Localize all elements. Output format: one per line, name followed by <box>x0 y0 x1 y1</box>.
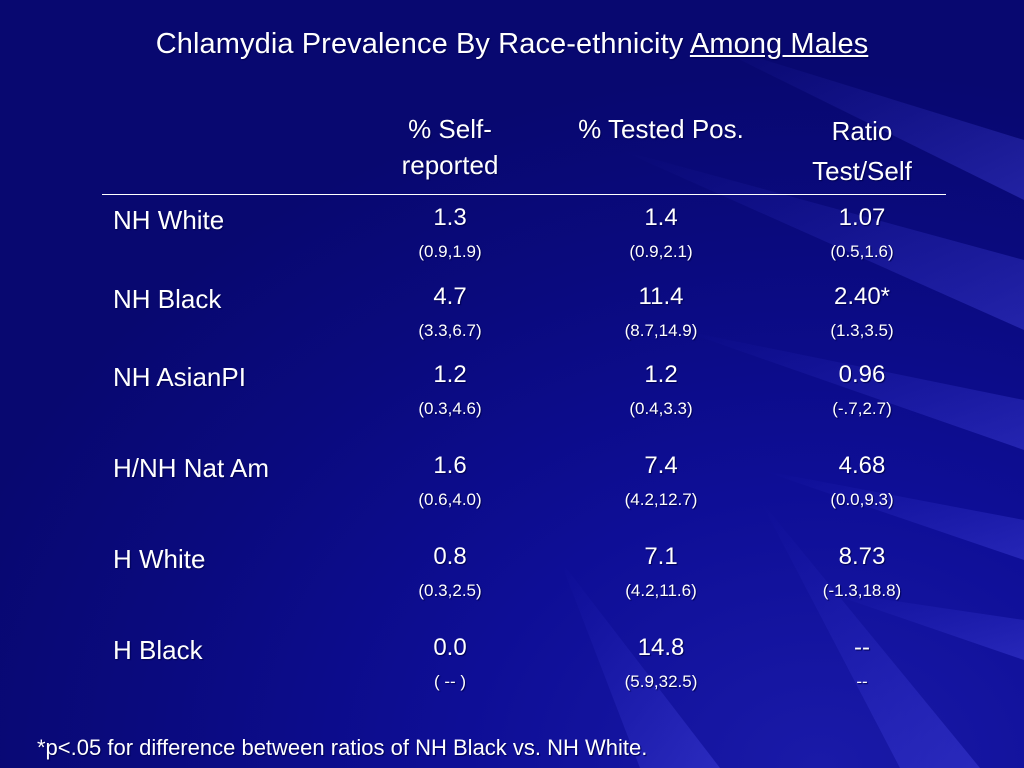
value: 8.73 <box>838 543 886 570</box>
cell-ratio-h-nh-nat-am: 4.68 (0.0,9.3) <box>752 451 972 511</box>
header-self-line1: % Self- <box>408 114 492 144</box>
cell-ratio-h-white: 8.73 (-1.3,18.8) <box>752 542 972 602</box>
value: 7.4 <box>644 452 678 479</box>
confidence-interval: -- <box>856 672 868 691</box>
confidence-interval: (4.2,11.6) <box>625 581 697 600</box>
title-main: Chlamydia Prevalence By Race-ethnicity <box>155 28 690 60</box>
value: 1.4 <box>644 204 678 231</box>
value: 7.1 <box>644 543 678 570</box>
confidence-interval: (0.0,9.3) <box>830 490 894 509</box>
cell-tested-nh-white: 1.4 (0.9,2.1) <box>551 203 771 263</box>
cell-tested-nh-asianpi: 1.2 (0.4,3.3) <box>551 360 771 420</box>
confidence-interval: (0.9,1.9) <box>418 242 482 261</box>
value: 4.7 <box>433 283 467 310</box>
confidence-interval: (0.6,4.0) <box>418 490 482 509</box>
confidence-interval: (0.3,2.5) <box>418 581 482 600</box>
row-label-nh-black: NH Black <box>113 284 222 314</box>
cell-ratio-nh-asianpi: 0.96 (-.7,2.7) <box>752 360 972 420</box>
row-label-h-black: H Black <box>113 635 203 665</box>
value: 2.40* <box>833 283 891 310</box>
value: 0.8 <box>433 543 467 570</box>
confidence-interval: (0.3,4.6) <box>418 399 482 418</box>
header-divider <box>102 194 946 195</box>
value: 4.68 <box>838 452 886 479</box>
value: 0.96 <box>838 361 886 388</box>
cell-self-nh-white: 1.3 (0.9,1.9) <box>340 203 560 263</box>
value: 1.3 <box>433 204 467 231</box>
title-underlined: Among Males <box>689 28 869 60</box>
row-label-h-white: H White <box>113 544 206 574</box>
header-ratio: Ratio Test/Self <box>752 111 972 191</box>
row-label-nh-asianpi: NH AsianPI <box>113 362 246 392</box>
row-label-h-nh-nat-am: H/NH Nat Am <box>113 453 270 483</box>
confidence-interval: (-1.3,18.8) <box>822 581 902 600</box>
value: -- <box>854 634 870 661</box>
value: 14.8 <box>637 634 685 661</box>
cell-tested-h-white: 7.1 (4.2,11.6) <box>551 542 771 602</box>
header-ratio-line1: Ratio <box>831 116 893 146</box>
confidence-interval: (5.9,32.5) <box>624 672 698 691</box>
confidence-interval: ( -- ) <box>433 672 467 691</box>
value: 1.6 <box>433 452 467 479</box>
cell-tested-h-nh-nat-am: 7.4 (4.2,12.7) <box>551 451 771 511</box>
cell-self-h-black: 0.0 ( -- ) <box>340 633 560 693</box>
header-ratio-line2: Test/Self <box>812 156 912 186</box>
cell-ratio-nh-black: 2.40* (1.3,3.5) <box>752 282 972 342</box>
cell-ratio-nh-white: 1.07 (0.5,1.6) <box>752 203 972 263</box>
cell-self-h-white: 0.8 (0.3,2.5) <box>340 542 560 602</box>
confidence-interval: (0.5,1.6) <box>830 242 894 261</box>
cell-tested-nh-black: 11.4 (8.7,14.9) <box>551 282 771 342</box>
value: 11.4 <box>638 283 684 310</box>
value: 1.2 <box>433 361 467 388</box>
cell-ratio-h-black: -- -- <box>752 633 972 693</box>
confidence-interval: (0.4,3.3) <box>629 399 693 418</box>
value: 1.2 <box>644 361 678 388</box>
confidence-interval: (-.7,2.7) <box>832 399 892 418</box>
cell-self-h-nh-nat-am: 1.6 (0.6,4.0) <box>340 451 560 511</box>
header-tested-pos: % Tested Pos. <box>578 114 744 144</box>
row-label-nh-white: NH White <box>113 205 225 235</box>
confidence-interval: (0.9,2.1) <box>629 242 693 261</box>
value: 1.07 <box>838 204 886 231</box>
confidence-interval: (1.3,3.5) <box>830 321 894 340</box>
footnote: *p<.05 for difference between ratios of … <box>37 735 648 760</box>
header-self-line2: reported <box>401 150 499 180</box>
confidence-interval: (3.3,6.7) <box>418 321 482 340</box>
cell-tested-h-black: 14.8 (5.9,32.5) <box>551 633 771 693</box>
cell-self-nh-black: 4.7 (3.3,6.7) <box>340 282 560 342</box>
header-self-reported: % Self- reported <box>340 111 560 183</box>
confidence-interval: (8.7,14.9) <box>624 321 698 340</box>
slide-title: Chlamydia Prevalence By Race-ethnicity A… <box>0 28 1024 61</box>
value: 0.0 <box>433 634 467 661</box>
cell-self-nh-asianpi: 1.2 (0.3,4.6) <box>340 360 560 420</box>
confidence-interval: (4.2,12.7) <box>624 490 698 509</box>
